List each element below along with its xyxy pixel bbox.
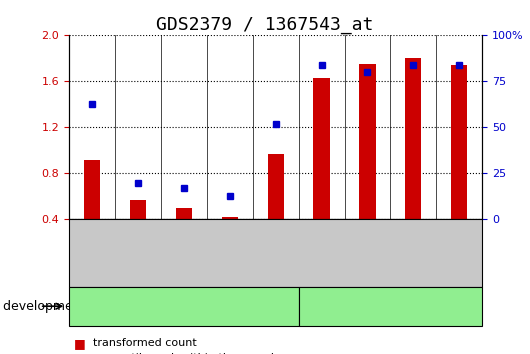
Text: oligodendrocyte: oligodendrocyte — [340, 300, 441, 313]
Text: GDS2379 / 1367543_at: GDS2379 / 1367543_at — [156, 16, 374, 34]
Bar — [452, 65, 467, 266]
Bar — [268, 154, 284, 266]
Bar — [222, 217, 237, 266]
Bar — [130, 200, 146, 266]
Text: ■: ■ — [74, 337, 86, 350]
Text: transformed count: transformed count — [93, 338, 197, 348]
Bar — [405, 58, 421, 266]
Text: oligodendrocyte progenitor: oligodendrocyte progenitor — [99, 300, 269, 313]
Bar — [84, 160, 100, 266]
Text: development stage: development stage — [3, 300, 124, 313]
Text: percentile rank within the sample: percentile rank within the sample — [93, 353, 280, 354]
Text: ■: ■ — [74, 351, 86, 354]
Bar — [359, 64, 375, 266]
Bar — [176, 208, 192, 266]
Bar — [314, 78, 330, 266]
